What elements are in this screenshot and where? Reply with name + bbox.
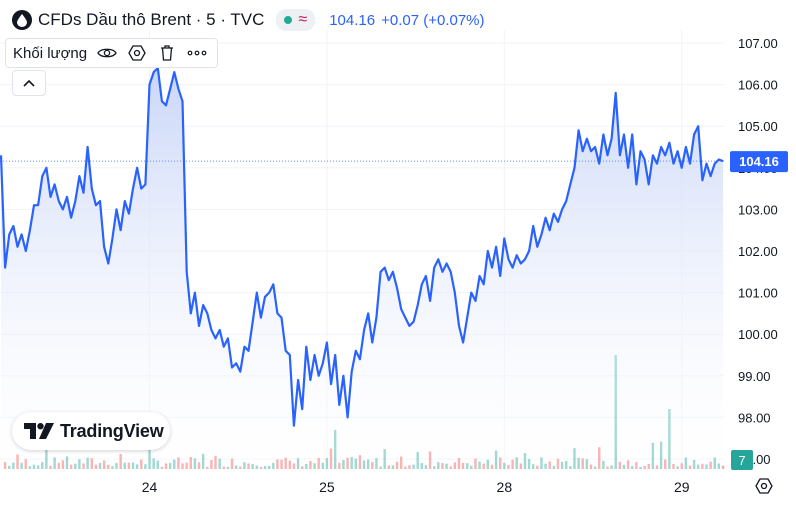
y-tick-label: 105.00 <box>738 119 778 134</box>
volume-label: Khối lượng <box>13 44 88 62</box>
last-price: 104.16 <box>329 11 376 29</box>
chevron-up-icon <box>23 79 35 87</box>
price-area-fill <box>1 68 723 469</box>
y-tick-label: 100.00 <box>738 327 778 342</box>
settings-hexagon-icon <box>755 478 773 494</box>
x-tick-label: 28 <box>497 479 513 495</box>
market-status-pill[interactable]: ≈ <box>276 9 316 31</box>
eye-icon[interactable] <box>97 43 117 63</box>
axis-layer: 107.00106.00105.00104.00103.00102.00101.… <box>142 36 788 495</box>
x-tick-label: 29 <box>674 479 690 495</box>
last-price-tag <box>730 151 788 173</box>
last-price-tag-label: 104.16 <box>739 154 779 169</box>
y-tick-label: 98.00 <box>738 410 771 425</box>
y-tick-label: 101.00 <box>738 286 778 301</box>
y-tick-label: 103.00 <box>738 202 778 217</box>
volume-scale-label: 7 <box>738 453 745 468</box>
price-line[interactable] <box>0 66 724 427</box>
volume-scale-tag <box>731 450 753 470</box>
x-tick-label: 24 <box>142 479 158 495</box>
settings-hexagon-icon[interactable] <box>127 43 147 63</box>
y-tick-label: 102.00 <box>738 244 778 259</box>
series-layer <box>0 66 724 469</box>
tradingview-logo-icon <box>24 423 54 439</box>
oil-drop-icon <box>12 10 32 30</box>
chart-settings-button[interactable] <box>754 476 774 496</box>
more-icon[interactable] <box>187 43 207 63</box>
volume-indicator-legend[interactable]: Khối lượng <box>5 38 219 68</box>
logo-text: TradingView <box>60 420 164 441</box>
y-tick-label: 107.00 <box>738 36 778 51</box>
tradingview-logo[interactable]: TradingView <box>12 412 170 450</box>
symbol-title[interactable]: CFDs Dầu thô Brent · 5 · TVC <box>38 10 265 29</box>
y-tick-label: 106.00 <box>738 78 778 93</box>
delay-wave-icon: ≈ <box>298 11 308 28</box>
y-tick-label: 99.00 <box>738 369 771 384</box>
trash-icon[interactable] <box>157 43 177 63</box>
price-change: +0.07 (+0.07%) <box>381 11 485 29</box>
collapse-legend-button[interactable] <box>12 70 46 96</box>
market-open-dot-icon <box>284 16 293 24</box>
chart-header: CFDs Dầu thô Brent · 5 · TVC ≈ 104.16 +0… <box>0 6 485 34</box>
x-tick-label: 25 <box>319 479 335 495</box>
